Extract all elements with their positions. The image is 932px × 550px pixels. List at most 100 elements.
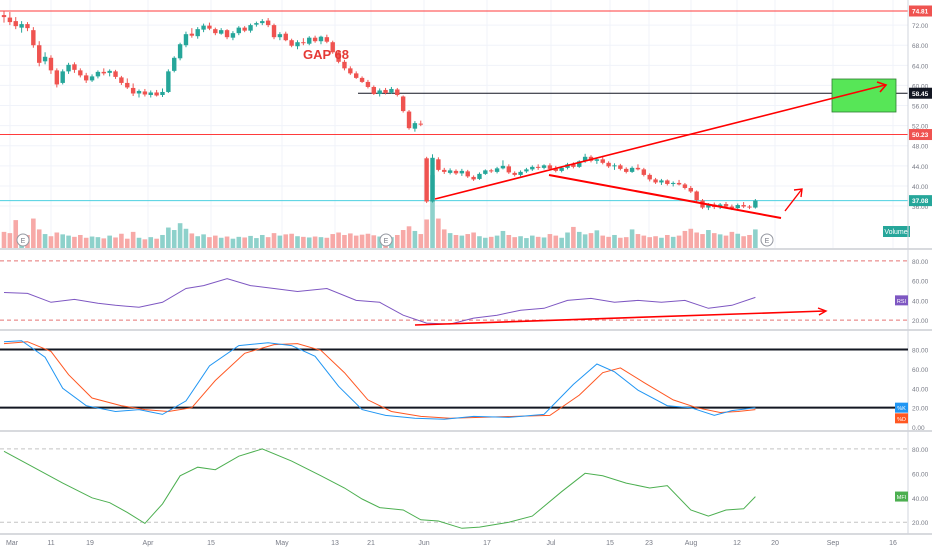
volume-bar xyxy=(618,237,623,248)
time-axis-label: 12 xyxy=(733,540,741,547)
gap-annotation[interactable]: GAP 68 xyxy=(303,47,349,62)
candle-body xyxy=(125,82,130,88)
volume-bar xyxy=(559,237,564,248)
volume-bar xyxy=(189,233,195,248)
volume-bar xyxy=(723,235,729,248)
volume-bar xyxy=(330,234,336,248)
volume-bar xyxy=(72,236,77,248)
trend-annotations[interactable] xyxy=(434,81,888,219)
candle-body xyxy=(629,167,635,172)
volume-bar xyxy=(31,218,36,248)
volume-bar xyxy=(676,235,682,248)
rsi-trendline[interactable] xyxy=(414,310,826,326)
volume-bar xyxy=(365,233,371,248)
descending-trendline[interactable] xyxy=(548,174,782,219)
candle-body xyxy=(670,182,676,184)
volume-bar xyxy=(160,234,165,248)
volume-bar xyxy=(753,229,758,248)
candle-body xyxy=(594,159,600,161)
time-axis: Mar 11 19 Apr 15 May 13 21 Jun 17 Jul 15 23 Aug 12 20 Se… xyxy=(6,540,897,547)
volume-bar xyxy=(436,218,441,248)
candle-body xyxy=(1,15,7,18)
time-axis-label: Jul xyxy=(547,540,556,547)
candle-body xyxy=(559,167,564,171)
candle-body xyxy=(283,33,288,41)
candle-body xyxy=(442,169,447,172)
candle-body xyxy=(89,76,95,81)
volume-bar xyxy=(682,230,688,248)
rising-trendline[interactable] xyxy=(434,84,886,200)
candle-body xyxy=(735,205,740,209)
time-axis-label: Apr xyxy=(143,540,155,547)
candle-body xyxy=(406,111,412,129)
mfi-line[interactable] xyxy=(3,448,756,529)
earnings-marker[interactable] xyxy=(760,233,774,247)
candle-body xyxy=(7,17,13,23)
indicator-axis-tick: 60.00 xyxy=(912,367,929,374)
volume-bar xyxy=(136,237,142,248)
breakout-arrow[interactable] xyxy=(784,188,803,212)
volume-bar xyxy=(571,226,576,248)
volume-bar xyxy=(623,237,629,248)
volume-bar xyxy=(348,233,353,248)
earnings-marker-label: E xyxy=(384,238,389,245)
price-axis-tick: 72.00 xyxy=(912,23,929,30)
candle-body xyxy=(130,87,136,94)
indicator-axis-tick: 60.00 xyxy=(912,471,929,478)
candle-body xyxy=(530,166,535,170)
volume-bar xyxy=(113,237,118,248)
time-axis-label: 16 xyxy=(889,540,897,547)
time-axis-label: 15 xyxy=(207,540,215,547)
stoch-k-line[interactable] xyxy=(3,340,756,420)
volume-bar xyxy=(236,236,242,248)
price-axis-tick: 48.00 xyxy=(912,144,929,151)
volume-bar xyxy=(78,234,83,248)
volume-bar xyxy=(295,236,300,248)
volume-bar xyxy=(535,236,541,248)
time-axis-label: Jun xyxy=(418,540,429,547)
indicator-axis-tick: 20.00 xyxy=(912,406,929,413)
candle-body xyxy=(618,165,623,169)
volume-bar xyxy=(359,234,365,248)
volume-bar xyxy=(582,234,588,248)
candle-body xyxy=(42,56,48,62)
candle-body xyxy=(295,42,300,47)
volume-bar xyxy=(665,234,670,248)
volume-bar xyxy=(711,233,717,248)
volume-bar xyxy=(441,229,447,248)
candle-body xyxy=(659,180,664,183)
price-axis-tick: 52.00 xyxy=(912,124,929,131)
rsi-pane[interactable]: 80.00 60.00 40.00 20.00 RSI xyxy=(0,259,929,326)
volume-bar xyxy=(166,227,171,248)
volume-bar xyxy=(471,232,476,248)
mfi-pane[interactable]: 80.00 60.00 40.00 20.00 MFI xyxy=(0,447,929,529)
volume-bar xyxy=(406,226,412,248)
candle-body xyxy=(95,71,101,77)
candle-body xyxy=(336,52,341,62)
price-axis-tick: 40.00 xyxy=(912,184,929,191)
price-axis-tick: 36.00 xyxy=(912,204,929,211)
candle-body xyxy=(183,34,189,46)
candle-body xyxy=(477,173,482,179)
earnings-marker-label: E xyxy=(21,238,26,245)
rsi-line[interactable] xyxy=(3,278,756,325)
candle-body xyxy=(430,157,435,202)
stoch-d-line[interactable] xyxy=(3,341,756,419)
stochastic-pane[interactable]: 80.00 60.00 40.00 20.00 0.00 %K %D xyxy=(0,340,929,432)
candle-body xyxy=(412,123,418,129)
volume-bar xyxy=(148,237,154,248)
volume-bar xyxy=(195,236,201,248)
volume-bar xyxy=(670,236,676,248)
earnings-marker[interactable] xyxy=(16,233,30,247)
price-axis: 72.00 68.00 64.00 60.00 56.00 52.00 48.00 44.00… xyxy=(912,23,929,211)
time-axis-label: May xyxy=(275,540,289,547)
volume-bar xyxy=(101,238,107,248)
volume-bar xyxy=(735,233,741,248)
candle-body xyxy=(142,91,148,95)
candle-body xyxy=(83,75,89,81)
earnings-marker[interactable] xyxy=(379,233,393,247)
candle-body xyxy=(60,71,65,83)
volume-bar xyxy=(394,234,400,248)
